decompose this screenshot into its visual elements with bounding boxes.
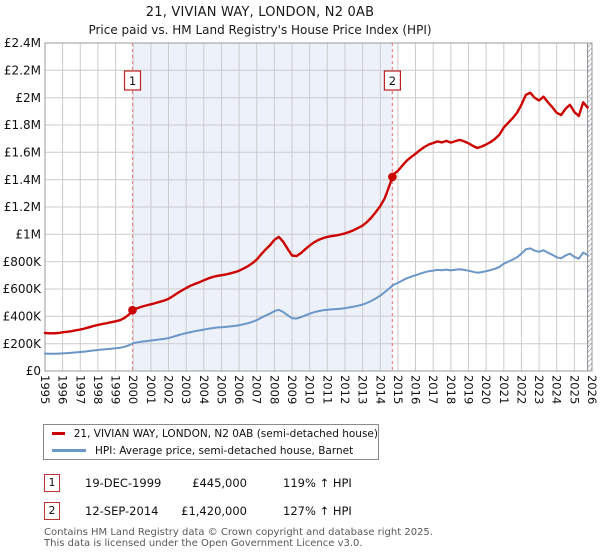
sale-marker-number: 2 [389,74,396,88]
y-tick-label: £600K [3,282,43,296]
x-tick-label: 2004 [197,375,211,404]
x-tick-label: 2021 [497,375,511,404]
y-tick-label: £1.8M [4,118,41,132]
sale-marker-number-box [383,70,401,91]
sale-1-price: £445,000 [192,476,247,490]
x-tick-label: 2019 [462,375,476,404]
x-tick-label: 1999 [109,375,123,404]
sale-marker-number-box [123,70,142,91]
x-tick-label: 2000 [126,375,140,404]
price-hpi-line-chart: 1 2 £0 £200K £400K £600K £800K £1M £1.2M £1.4M £1.… [3,36,599,404]
x-tick-label: 2025 [567,375,581,404]
sale-1-number-badge: 1 [44,474,60,492]
x-tick-label: 2014 [373,375,387,404]
y-tick-label: £2.2M [4,64,41,78]
sale-2-price: £1,420,000 [181,504,247,518]
legend-item-hpi: HPI: Average price, semi-detached house,… [44,442,378,459]
x-tick-label: 2007 [250,375,264,404]
y-tick-label: £2.4M [4,36,41,50]
legend-item-price-paid: 21, VIVIAN WAY, LONDON, N2 0AB (semi-det… [44,425,378,442]
licence-line-2: This data is licensed under the Open Gov… [44,537,363,549]
sale-2-number-badge: 2 [44,502,60,520]
x-tick-label: 1995 [38,375,52,404]
licence-line-1: Contains HM Land Registry data © Crown c… [44,527,433,538]
x-tick-label: 2001 [144,375,158,404]
sale-marker-dot [128,305,137,315]
licence-footer: Contains HM Land Registry data © Crown c… [44,527,584,549]
x-tick-label: 2008 [267,375,281,404]
x-tick-label: 2020 [479,375,493,404]
x-tick-label: 1996 [56,375,70,404]
x-tick-label: 2024 [550,375,564,404]
sale-2-date: 12-SEP-2014 [85,504,159,518]
x-tick-label: 2015 [391,375,405,404]
x-tick-label: 2006 [232,375,246,404]
plot-border [44,42,593,372]
y-tick-label: £1M [15,228,41,242]
x-tick-label: 2013 [356,375,370,404]
sale-2-hpi-relation: 127% ↑ HPI [283,504,352,518]
y-tick-label: £2M [15,91,41,105]
x-tick-label: 2005 [215,375,229,404]
y-tick-label: £1.2M [4,200,41,214]
x-tick-label: 2009 [285,375,299,404]
x-tick-label: 2017 [426,375,440,404]
y-tick-label: £1.6M [4,146,41,160]
y-tick-label: £1.4M [4,173,41,187]
x-tick-label: 2018 [444,375,458,404]
x-tick-label: 2003 [179,375,193,404]
sale-1-hpi-relation: 119% ↑ HPI [283,476,352,490]
x-tick-label: 2010 [303,375,317,404]
page-title: 21, VIVIAN WAY, LONDON, N2 0AB [145,5,375,20]
sale-marker-number: 1 [129,74,136,88]
x-tick-label: 1998 [91,375,105,404]
legend-label-price-paid: 21, VIVIAN WAY, LONDON, N2 0AB (semi-det… [73,427,378,440]
x-tick-label: 2002 [162,375,176,404]
sale-annotation-row-1: 1 19-DEC-1999 £445,000 119% ↑ HPI [44,474,564,492]
no-data-hatch-region [587,43,592,371]
x-tick-label: 1997 [73,375,87,404]
hpi-line-swatch [52,449,86,452]
y-tick-label: £0 [26,364,41,378]
hpi-series-line [44,247,589,355]
legend-label-hpi: HPI: Average price, semi-detached house,… [95,444,354,457]
x-tick-label: 2016 [409,375,423,404]
x-tick-label: 2026 [585,375,599,404]
y-tick-label: £400K [3,310,43,324]
x-tick-label: 2022 [514,375,528,404]
sale-1-date: 19-DEC-1999 [85,476,162,490]
price-paid-line-swatch [52,432,65,435]
y-tick-label: £200K [3,337,43,351]
page-subtitle: Price paid vs. HM Land Registry's House … [88,23,432,37]
x-tick-label: 2012 [338,375,352,404]
x-tick-label: 2011 [320,375,334,404]
y-tick-label: £800K [3,255,43,269]
sale-marker-dot [388,172,397,182]
x-tick-label: 2023 [532,375,546,404]
chart-legend: 21, VIVIAN WAY, LONDON, N2 0AB (semi-det… [43,424,379,460]
sale-annotation-row-2: 2 12-SEP-2014 £1,420,000 127% ↑ HPI [44,502,564,520]
